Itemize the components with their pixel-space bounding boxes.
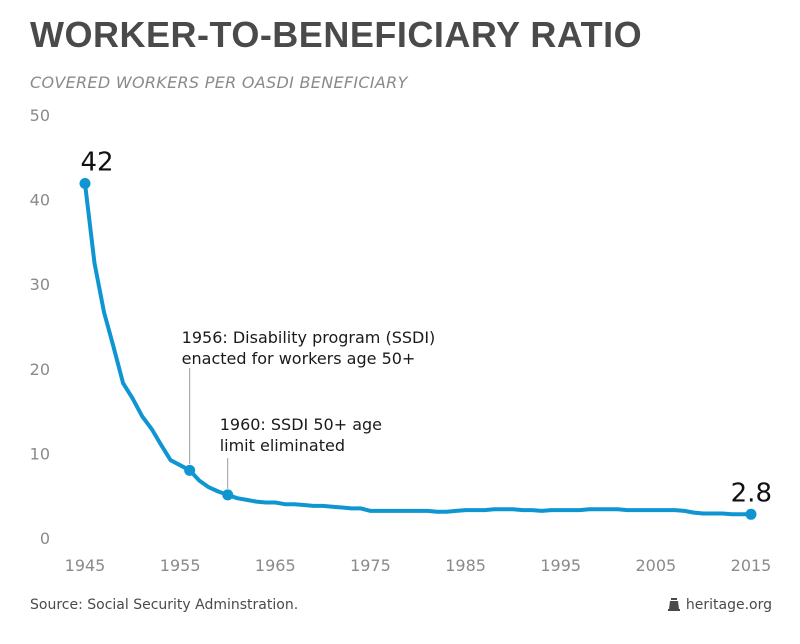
data-point	[79, 178, 91, 190]
y-tick-label: 20	[30, 360, 50, 379]
x-tick-label: 1955	[160, 556, 201, 575]
chart-title: WORKER-TO-BENEFICIARY RATIO	[30, 14, 643, 55]
chart-subtitle: COVERED WORKERS PER OASDI BENEFICIARY	[30, 73, 408, 92]
line-chart: 0 10 20 30 40 50 1945 1955 1965 1975 1985 1995 2005 2…	[30, 106, 772, 575]
source-note: Source: Social Security Adminstration.	[30, 597, 299, 613]
x-tick-label: 2005	[635, 556, 676, 575]
series-line	[83, 181, 753, 517]
y-tick-label: 40	[30, 191, 50, 210]
y-tick-label: 0	[40, 529, 50, 548]
x-tick-label: 2015	[731, 556, 772, 575]
x-tick-label: 1995	[540, 556, 581, 575]
brand-mark[interactable]: heritage.org	[667, 597, 772, 613]
data-label: 42	[80, 148, 113, 178]
y-tick-label: 50	[30, 106, 50, 125]
y-tick-label: 10	[30, 444, 50, 463]
x-tick-label: 1945	[65, 556, 106, 575]
data-point	[745, 508, 757, 520]
data-label: 2.8	[731, 478, 772, 508]
annotation-text: enacted for workers age 50+	[182, 349, 416, 368]
annotation-text: 1960: SSDI 50+ age	[220, 415, 382, 434]
x-tick-label: 1965	[255, 556, 296, 575]
liberty-bell-icon	[667, 598, 680, 611]
annotation-text: 1956: Disability program (SSDI)	[182, 328, 436, 347]
x-tick-label: 1985	[445, 556, 486, 575]
data-point	[222, 489, 234, 501]
annotation-text: limit eliminated	[220, 436, 345, 455]
x-tick-label: 1975	[350, 556, 391, 575]
y-tick-label: 30	[30, 275, 50, 294]
data-point	[184, 464, 196, 476]
brand-label: heritage.org	[685, 597, 772, 613]
